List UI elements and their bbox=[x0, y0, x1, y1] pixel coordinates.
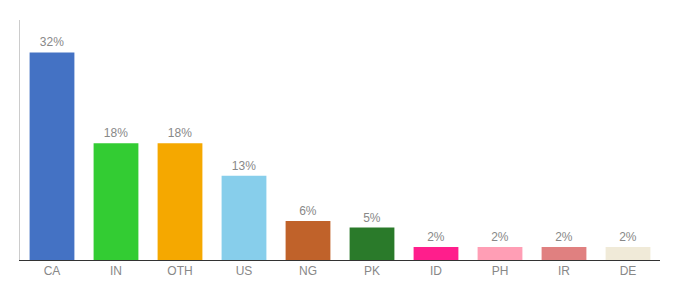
svg-text:PK: PK bbox=[364, 264, 380, 278]
svg-text:IN: IN bbox=[110, 264, 122, 278]
svg-text:18%: 18% bbox=[104, 126, 128, 140]
svg-text:US: US bbox=[236, 264, 253, 278]
svg-text:IR: IR bbox=[558, 264, 570, 278]
svg-text:CA: CA bbox=[44, 264, 61, 278]
svg-text:32%: 32% bbox=[40, 35, 64, 49]
svg-text:DE: DE bbox=[620, 264, 637, 278]
svg-text:18%: 18% bbox=[168, 126, 192, 140]
svg-text:PH: PH bbox=[492, 264, 509, 278]
svg-text:5%: 5% bbox=[363, 211, 381, 225]
svg-text:13%: 13% bbox=[232, 159, 256, 173]
svg-text:ID: ID bbox=[430, 264, 442, 278]
svg-text:2%: 2% bbox=[491, 230, 509, 244]
svg-text:2%: 2% bbox=[555, 230, 573, 244]
svg-text:NG: NG bbox=[299, 264, 317, 278]
svg-text:6%: 6% bbox=[299, 204, 317, 218]
svg-text:2%: 2% bbox=[619, 230, 637, 244]
svg-text:2%: 2% bbox=[427, 230, 445, 244]
svg-text:OTH: OTH bbox=[167, 264, 192, 278]
